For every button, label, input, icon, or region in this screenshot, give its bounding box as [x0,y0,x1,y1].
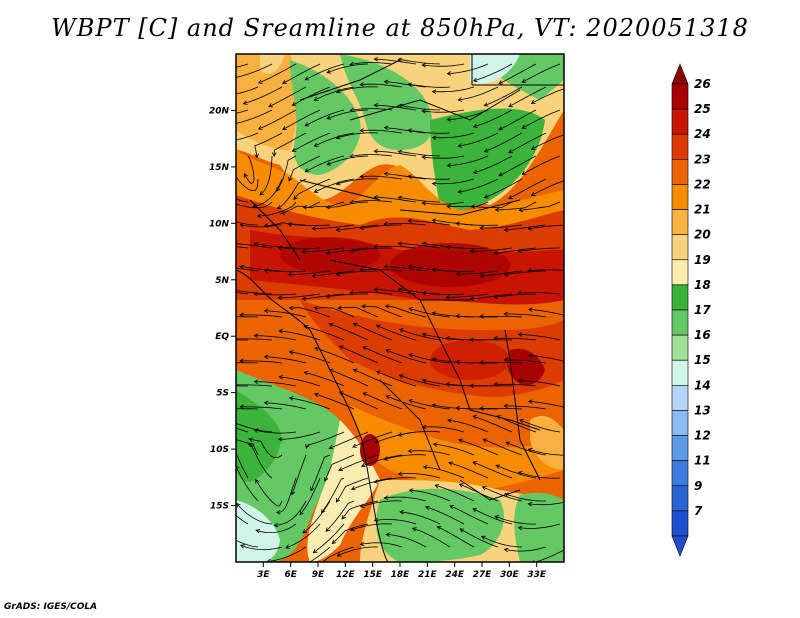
colorbar-label: 11 [694,454,711,468]
colorbar-label: 20 [694,228,711,242]
lat-tick-label: 15S [210,502,229,512]
colorbar-swatch [671,184,689,210]
lat-tick-label: 10N [209,219,230,229]
lon-tick-label: 15E [363,570,383,580]
lat-tick-label: 5S [216,389,229,399]
lon-tick-label: 24E [445,570,465,580]
colorbar-label: 21 [694,203,711,217]
colorbar-swatch [671,234,689,261]
colorbar-swatch [671,309,689,336]
colorbar-label: 18 [694,278,711,292]
colorbar-swatch [671,410,689,436]
colorbar-swatch [671,460,689,487]
colorbar-swatch [671,385,689,411]
colorbar-label: 17 [694,303,711,317]
lon-tick-label: 6E [284,570,297,580]
country-borders [236,54,564,562]
colorbar-label: 25 [694,102,711,116]
colorbar-top-arrow [671,63,689,85]
colorbar-label: 23 [694,152,711,166]
colorbar-bottom-arrow [671,535,689,557]
lat-tick-label: EQ [215,332,229,342]
lon-tick-label: 18E [391,570,411,580]
colorbar: 26 25 24 23 22 21 20 19 18 17 16 15 14 13 12 11 9 7 [671,63,711,557]
lon-tick-label: 30E [500,570,520,580]
colorbar-label: 19 [694,253,711,267]
chart-title: WBPT [C] and Sreamline at 850hPa, VT: 20… [51,14,749,42]
longitude-axis: 3E 6E 9E 12E 15E 18E 21E 24E 27E 30E 33E [257,562,547,580]
colorbar-swatch [671,159,689,185]
lon-tick-label: 21E [418,570,438,580]
colorbar-label: 22 [694,177,711,191]
colorbar-label: 13 [694,403,711,417]
colorbar-label: 24 [694,127,711,141]
colorbar-label: 16 [694,328,711,342]
colorbar-label: 26 [694,77,711,91]
colorbar-swatch [671,259,689,286]
colorbar-swatch [671,83,689,110]
colorbar-swatch [671,108,689,135]
colorbar-label: 14 [694,378,711,392]
colorbar-swatch [671,485,689,512]
lon-tick-label: 3E [257,570,270,580]
wbpt-field [236,54,564,562]
latitude-axis: 20N 15N 10N 5N EQ 5S 10S 15S [209,106,236,512]
colorbar-label: 12 [694,429,711,443]
colorbar-swatch [671,209,689,235]
colorbar-label: 9 [694,479,702,493]
colorbar-label: 15 [694,353,711,367]
colorbar-label: 7 [694,504,703,518]
colorbar-swatch [671,359,689,386]
lon-tick-label: 33E [527,570,547,580]
lat-tick-label: 10S [210,445,229,455]
lon-tick-label: 27E [473,570,493,580]
colorbar-swatch [671,510,689,537]
colorbar-swatch [671,284,689,311]
lat-tick-label: 15N [209,163,230,173]
colorbar-swatch [671,435,689,461]
lat-tick-label: 20N [209,106,230,116]
lon-tick-label: 12E [336,570,356,580]
credit-label: GrADS: IGES/COLA [4,602,98,612]
lon-tick-label: 9E [312,570,325,580]
lat-tick-label: 5N [215,276,229,286]
colorbar-swatch [671,133,689,160]
streamlines [236,57,564,562]
colorbar-swatch [671,334,689,361]
